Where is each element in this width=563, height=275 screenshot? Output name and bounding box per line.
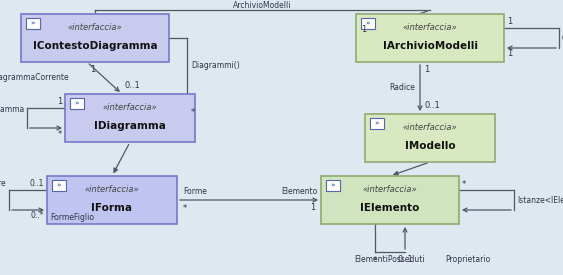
Text: DiagrammaCorrente: DiagrammaCorrente bbox=[0, 73, 69, 82]
Text: IDiagramma: IDiagramma bbox=[94, 121, 166, 131]
Text: Radice: Radice bbox=[389, 84, 415, 92]
Text: »: » bbox=[366, 21, 370, 26]
Text: Proprietario: Proprietario bbox=[445, 255, 490, 265]
Text: Elemento: Elemento bbox=[281, 188, 317, 197]
Text: GetArchivioModelli(): GetArchivioModelli() bbox=[562, 34, 563, 43]
Text: 1: 1 bbox=[507, 50, 512, 59]
Text: «interfaccia»: «interfaccia» bbox=[403, 123, 457, 133]
Text: FormeFiglio: FormeFiglio bbox=[50, 213, 94, 222]
Text: 1: 1 bbox=[310, 204, 316, 213]
Bar bbox=[361, 18, 375, 29]
Text: 1: 1 bbox=[361, 26, 367, 34]
Text: «interfaccia»: «interfaccia» bbox=[84, 186, 139, 194]
Text: Diagrammi(): Diagrammi() bbox=[191, 62, 240, 70]
Text: IForma: IForma bbox=[92, 203, 132, 213]
Text: «interfaccia»: «interfaccia» bbox=[363, 186, 417, 194]
Bar bbox=[21, 14, 169, 62]
Text: 0..1: 0..1 bbox=[124, 81, 140, 90]
Text: 1: 1 bbox=[425, 65, 430, 75]
Text: *: * bbox=[183, 204, 187, 213]
Text: FormaPadre: FormaPadre bbox=[0, 180, 6, 188]
Text: »: » bbox=[330, 183, 335, 188]
Bar bbox=[70, 98, 84, 109]
Text: 1: 1 bbox=[57, 98, 62, 106]
Text: IContestoDiagramma: IContestoDiagramma bbox=[33, 41, 157, 51]
Text: IModello: IModello bbox=[405, 141, 455, 151]
Text: Forme: Forme bbox=[183, 188, 207, 197]
Text: »: » bbox=[31, 21, 35, 26]
Bar bbox=[26, 18, 40, 29]
Text: 1: 1 bbox=[91, 65, 96, 75]
Text: *: * bbox=[58, 130, 62, 139]
Text: Istanze<IElemento>(): Istanze<IElemento>() bbox=[517, 196, 563, 205]
Text: *: * bbox=[373, 255, 377, 265]
Text: «interfaccia»: «interfaccia» bbox=[102, 103, 157, 112]
Bar bbox=[52, 180, 66, 191]
Bar bbox=[326, 180, 340, 191]
Text: 0..1: 0..1 bbox=[30, 180, 44, 188]
Bar bbox=[321, 176, 459, 224]
Text: 1: 1 bbox=[507, 18, 512, 26]
Text: ArchivioModelli: ArchivioModelli bbox=[233, 1, 292, 10]
Text: 0..*: 0..* bbox=[30, 211, 44, 221]
Text: 0..1: 0..1 bbox=[424, 101, 440, 111]
Text: «interfaccia»: «interfaccia» bbox=[403, 23, 457, 32]
Text: »: » bbox=[57, 183, 61, 188]
Text: IArchivioModelli: IArchivioModelli bbox=[382, 41, 477, 51]
Text: *: * bbox=[191, 108, 195, 117]
Text: 0..1: 0..1 bbox=[397, 255, 413, 265]
Text: *: * bbox=[462, 180, 466, 188]
Text: »: » bbox=[375, 120, 379, 127]
Bar bbox=[65, 94, 195, 142]
Bar bbox=[370, 118, 384, 129]
Text: «interfaccia»: «interfaccia» bbox=[68, 23, 122, 32]
Text: ElementiPosseduti: ElementiPosseduti bbox=[355, 255, 425, 265]
Bar bbox=[47, 176, 177, 224]
Bar bbox=[365, 114, 495, 162]
Text: Diagramma: Diagramma bbox=[0, 106, 24, 114]
Text: IElemento: IElemento bbox=[360, 203, 419, 213]
Text: »: » bbox=[75, 100, 79, 106]
Bar bbox=[356, 14, 504, 62]
